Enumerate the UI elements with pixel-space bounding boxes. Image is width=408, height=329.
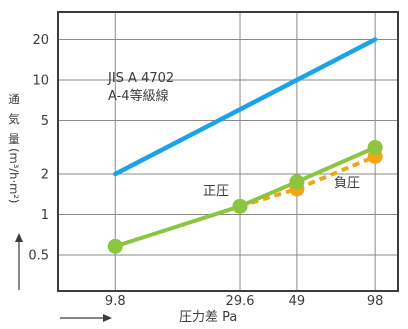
y-tick-label: 1 xyxy=(41,208,49,223)
y-tick-label: 0.5 xyxy=(28,248,49,263)
x-tick-label: 29.6 xyxy=(226,294,255,309)
series-3-point xyxy=(367,139,383,155)
y-axis-char-2: 気 xyxy=(8,112,20,126)
series-line-3 xyxy=(113,145,378,249)
y-tick-label: 10 xyxy=(32,73,49,88)
x-tick-label: 49 xyxy=(289,294,306,309)
marker-layer xyxy=(107,139,383,254)
series-3-point xyxy=(232,198,248,214)
y-tick-label: 2 xyxy=(41,167,49,182)
plot-frame xyxy=(57,11,399,292)
y-axis-char-1: 通 xyxy=(8,92,20,106)
positive-pressure-label: 正圧 xyxy=(203,184,229,199)
x-tick-labels: 9.8 29.6 49 98 xyxy=(105,294,383,309)
y-axis-unit: (m³/h·m²) xyxy=(7,148,21,203)
series-3-point xyxy=(289,174,305,190)
x-axis-label: 圧力差 Pa xyxy=(179,310,237,325)
y-tick-label: 20 xyxy=(32,33,49,48)
y-axis-char-3: 量 xyxy=(8,132,20,146)
series-layer xyxy=(113,37,378,249)
series-line-1 xyxy=(113,37,378,177)
series-3-point xyxy=(107,238,123,254)
jis-label-line2: A-4等級線 xyxy=(108,88,169,104)
negative-pressure-label: 負圧 xyxy=(334,176,360,191)
x-tick-label: 9.8 xyxy=(105,294,126,309)
y-tick-labels: 0.5 1 2 5 10 20 xyxy=(28,33,49,264)
x-arrow-icon xyxy=(60,314,112,322)
y-tick-label: 5 xyxy=(41,114,49,129)
x-tick-label: 98 xyxy=(367,294,384,309)
y-axis-label: 通 気 量 (m³/h·m²) xyxy=(7,92,21,203)
y-arrow-icon xyxy=(15,233,23,290)
jis-label-line1: JIS A 4702 xyxy=(107,71,174,86)
